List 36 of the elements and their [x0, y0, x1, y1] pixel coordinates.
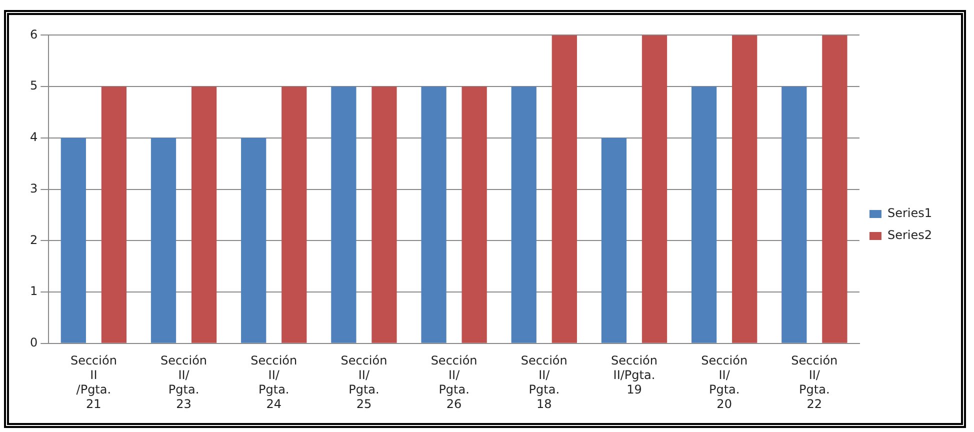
bar [691, 86, 717, 343]
bar [331, 86, 356, 343]
x-tick-label: Sección II/ Pgta. 26 [430, 354, 478, 411]
y-tick-label: 0 [30, 336, 38, 350]
bar [782, 86, 807, 343]
bar [601, 138, 627, 343]
bar [552, 35, 577, 343]
bar [822, 35, 848, 343]
y-tick-label: 1 [30, 284, 38, 298]
bar [511, 86, 536, 343]
legend-label: Series2 [887, 228, 932, 242]
bar [462, 86, 487, 343]
bar [101, 86, 127, 343]
y-tick-label: 5 [30, 78, 38, 93]
legend-label: Series1 [887, 206, 932, 220]
x-tick-label: Sección II/Pgta. 19 [610, 354, 658, 397]
y-tick-label: 6 [30, 27, 38, 42]
x-tick-label: Sección II /Pgta. 21 [70, 354, 117, 411]
bar [372, 86, 397, 343]
x-tick-label: Sección II/ Pgta. 22 [791, 354, 838, 411]
y-tick-label: 3 [30, 181, 38, 196]
bar [421, 86, 446, 343]
bar [642, 35, 668, 343]
y-tick-label: 2 [30, 232, 38, 247]
x-tick-label: Sección II/ Pgta. 24 [250, 354, 298, 411]
bar [191, 86, 217, 343]
x-tick-label: Sección II/ Pgta. 18 [520, 354, 568, 411]
bar [60, 138, 86, 343]
bar [282, 86, 307, 343]
bar [241, 138, 266, 343]
x-tick-label: Sección II/ Pgta. 20 [701, 354, 748, 411]
x-tick-label: Sección II/ Pgta. 23 [160, 354, 208, 411]
bar [732, 35, 758, 343]
y-tick-label: 4 [30, 130, 38, 144]
x-tick-label: Sección II/ Pgta. 25 [340, 354, 388, 411]
bar [150, 138, 176, 343]
